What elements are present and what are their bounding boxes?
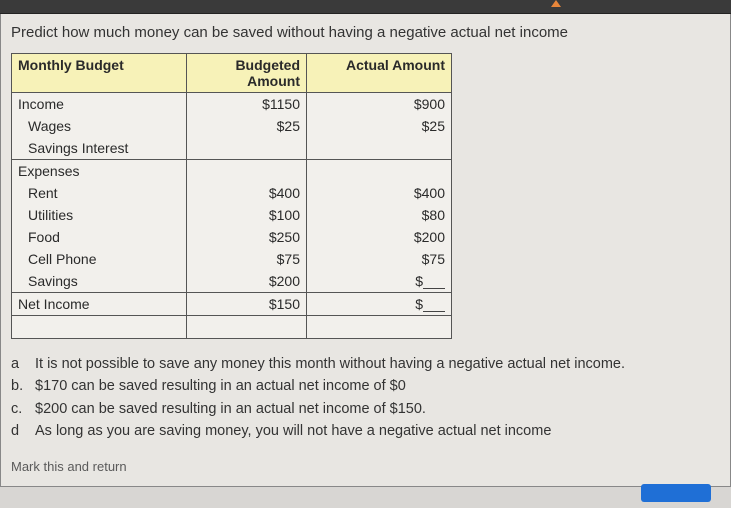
option-text: $170 can be saved resulting in an actual… <box>35 375 406 397</box>
row-wages-label: Wages <box>12 115 187 137</box>
row-empty-a <box>307 316 452 339</box>
net-blank[interactable] <box>423 298 445 312</box>
mark-return-link[interactable]: Mark this and return <box>11 459 720 474</box>
header-budgeted-amount: Budgeted Amount <box>187 54 307 93</box>
option-a[interactable]: a It is not possible to save any money t… <box>11 353 720 375</box>
row-savings-interest-label: Savings Interest <box>12 137 187 160</box>
savings-blank[interactable] <box>423 275 445 289</box>
option-text: $200 can be saved resulting in an actual… <box>35 398 426 420</box>
option-text: It is not possible to save any money thi… <box>35 353 625 375</box>
row-wages-actual: $25 <box>307 115 452 137</box>
row-cell-label: Cell Phone <box>12 248 187 270</box>
row-food-label: Food <box>12 226 187 248</box>
row-cell-budget: $75 <box>187 248 307 270</box>
budget-table: Monthly Budget Budgeted Amount Actual Am… <box>11 53 452 339</box>
row-utilities-label: Utilities <box>12 204 187 226</box>
row-savings-actual: $ <box>307 270 452 293</box>
next-button[interactable] <box>641 484 711 502</box>
row-food-actual: $200 <box>307 226 452 248</box>
row-food-budget: $250 <box>187 226 307 248</box>
row-expenses-budget <box>187 160 307 183</box>
play-icon <box>551 0 561 7</box>
option-letter: d <box>11 420 35 442</box>
option-text: As long as you are saving money, you wil… <box>35 420 551 442</box>
row-utilities-actual: $80 <box>307 204 452 226</box>
row-empty-b <box>187 316 307 339</box>
row-empty <box>12 316 187 339</box>
option-d[interactable]: d As long as you are saving money, you w… <box>11 420 720 442</box>
row-savings-budget: $200 <box>187 270 307 293</box>
row-income-budget: $1150 <box>187 93 307 116</box>
row-net-label: Net Income <box>12 293 187 316</box>
row-savings-interest-budget <box>187 137 307 160</box>
row-savings-label: Savings <box>12 270 187 293</box>
dollar-prefix: $ <box>415 296 423 312</box>
window-topbar <box>0 0 731 14</box>
question-text: Predict how much money can be saved with… <box>11 22 720 43</box>
page-container: Predict how much money can be saved with… <box>0 14 731 487</box>
row-net-budget: $150 <box>187 293 307 316</box>
header-monthly-budget: Monthly Budget <box>12 54 187 93</box>
option-letter: c. <box>11 398 35 420</box>
row-savings-interest-actual <box>307 137 452 160</box>
option-c[interactable]: c. $200 can be saved resulting in an act… <box>11 398 720 420</box>
row-rent-label: Rent <box>12 182 187 204</box>
option-b[interactable]: b. $170 can be saved resulting in an act… <box>11 375 720 397</box>
option-letter: b. <box>11 375 35 397</box>
option-letter: a <box>11 353 35 375</box>
row-expenses-label: Expenses <box>12 160 187 183</box>
row-net-actual: $ <box>307 293 452 316</box>
row-utilities-budget: $100 <box>187 204 307 226</box>
answer-options: a It is not possible to save any money t… <box>11 353 720 443</box>
row-cell-actual: $75 <box>307 248 452 270</box>
row-rent-budget: $400 <box>187 182 307 204</box>
row-expenses-actual <box>307 160 452 183</box>
header-actual-amount: Actual Amount <box>307 54 452 93</box>
dollar-prefix: $ <box>415 273 423 289</box>
row-rent-actual: $400 <box>307 182 452 204</box>
row-wages-budget: $25 <box>187 115 307 137</box>
row-income-actual: $900 <box>307 93 452 116</box>
row-income-label: Income <box>12 93 187 116</box>
